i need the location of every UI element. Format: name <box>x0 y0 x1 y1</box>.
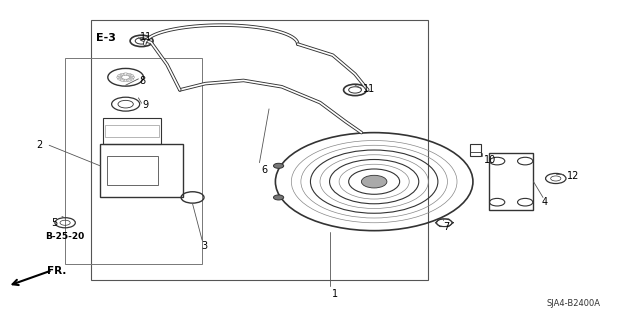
Bar <box>100 144 183 197</box>
Text: 4: 4 <box>541 197 548 207</box>
Text: SJA4-B2400A: SJA4-B2400A <box>546 299 600 308</box>
Text: 11: 11 <box>364 84 376 94</box>
Bar <box>65 58 202 264</box>
Text: 12: 12 <box>567 171 580 181</box>
Circle shape <box>273 163 284 168</box>
Text: B-25-20: B-25-20 <box>45 233 84 241</box>
Circle shape <box>273 195 284 200</box>
Bar <box>103 118 161 144</box>
Text: E-3: E-3 <box>96 33 116 43</box>
Text: 6: 6 <box>261 165 268 174</box>
Bar <box>105 125 159 137</box>
Text: 5: 5 <box>51 219 58 228</box>
Text: 11: 11 <box>140 32 152 42</box>
Bar <box>489 153 534 210</box>
Bar <box>91 20 428 280</box>
Text: 1: 1 <box>332 289 337 299</box>
Text: 7: 7 <box>443 221 449 232</box>
Text: FR.: FR. <box>47 266 67 276</box>
Text: 9: 9 <box>143 100 149 110</box>
Bar <box>470 144 481 156</box>
Text: 8: 8 <box>140 76 146 86</box>
Text: 3: 3 <box>201 241 207 250</box>
Circle shape <box>362 175 387 188</box>
Text: 2: 2 <box>36 140 43 150</box>
Bar <box>106 156 157 185</box>
Text: 10: 10 <box>484 155 497 165</box>
